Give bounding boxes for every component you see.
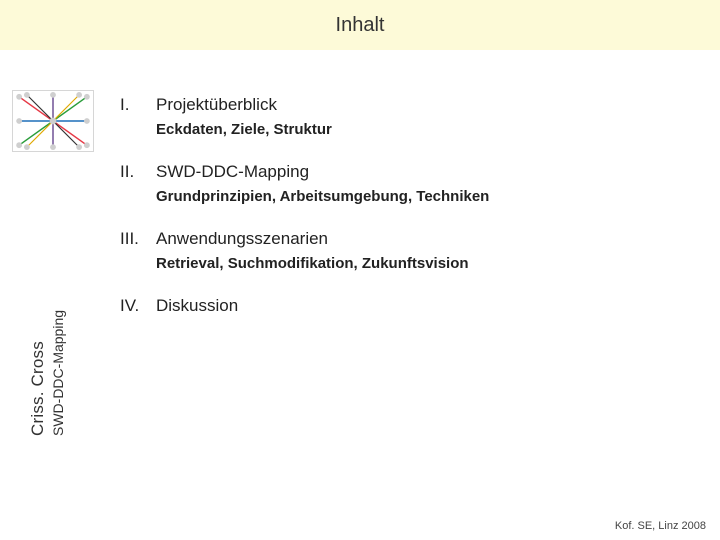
logo-crisscross	[12, 90, 94, 152]
toc-number: I.	[120, 95, 156, 115]
title-bar: Inhalt	[0, 0, 720, 50]
toc-item: IV. Diskussion	[120, 296, 700, 316]
toc-item: II. SWD-DDC-Mapping Grundprinzipien, Arb…	[120, 162, 700, 205]
sidebar-sub-label: SWD-DDC-Mapping	[50, 310, 66, 436]
crisscross-icon	[13, 91, 93, 151]
toc-number: II.	[120, 162, 156, 182]
toc-subtitle: Retrieval, Suchmodifikation, Zukunftsvis…	[156, 255, 700, 272]
toc-title: Diskussion	[156, 296, 238, 316]
toc-item: III. Anwendungsszenarien Retrieval, Such…	[120, 229, 700, 272]
toc-subtitle: Eckdaten, Ziele, Struktur	[156, 121, 700, 138]
toc-title: Projektüberblick	[156, 95, 277, 115]
toc-item: I. Projektüberblick Eckdaten, Ziele, Str…	[120, 95, 700, 138]
footer-text: Kof. SE, Linz 2008	[615, 520, 706, 532]
toc-number: III.	[120, 229, 156, 249]
slide-title: Inhalt	[336, 14, 385, 37]
toc-content: I. Projektüberblick Eckdaten, Ziele, Str…	[120, 95, 700, 340]
toc-title: SWD-DDC-Mapping	[156, 162, 309, 182]
toc-subtitle: Grundprinzipien, Arbeitsumgebung, Techni…	[156, 188, 700, 205]
sidebar-brand: Criss. Cross	[28, 341, 48, 436]
toc-number: IV.	[120, 296, 156, 316]
toc-title: Anwendungsszenarien	[156, 229, 328, 249]
sidebar-main-label: Criss. Cross	[28, 341, 47, 436]
